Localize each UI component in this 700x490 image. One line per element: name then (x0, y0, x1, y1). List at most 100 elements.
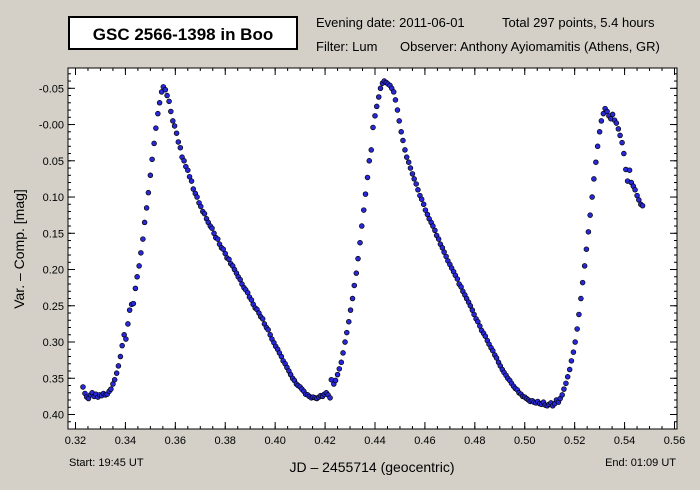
data-point (153, 125, 159, 131)
data-point (181, 158, 187, 164)
y-tick-label: -0.00 (39, 120, 64, 132)
end-time: End: 01:09 UT (605, 457, 676, 469)
data-point (420, 201, 427, 208)
x-tick-label: 0.54 (614, 435, 635, 447)
data-point (394, 107, 401, 113)
data-point (617, 132, 623, 139)
data-point (402, 147, 408, 153)
data-point (151, 140, 157, 147)
x-tick-label: 0.56 (664, 435, 685, 447)
data-point (413, 181, 419, 187)
data-point (357, 239, 363, 246)
data-point (361, 207, 367, 213)
data-point (559, 392, 565, 398)
data-point (564, 374, 571, 380)
data-point (368, 147, 375, 153)
data-point (454, 276, 461, 282)
data-point (186, 173, 193, 180)
data-point (141, 219, 148, 226)
data-point (111, 376, 118, 383)
data-point (566, 366, 573, 373)
data-point (362, 191, 369, 197)
observer: Observer: Anthony Ayiomamitis (Athens, G… (400, 39, 660, 54)
data-point (134, 274, 140, 280)
y-tick-label: 0.20 (43, 265, 64, 277)
data-point (170, 118, 176, 124)
data-point (338, 359, 345, 366)
data-point (482, 333, 489, 339)
y-tick-label: 0.30 (43, 337, 64, 349)
data-point (407, 165, 414, 171)
data-point (375, 94, 382, 100)
data-point (613, 120, 620, 126)
data-point (579, 279, 586, 286)
data-point (342, 339, 348, 345)
data-point (373, 103, 380, 110)
data-point (400, 137, 406, 144)
data-point (576, 311, 582, 318)
data-point (265, 326, 271, 333)
data-point (561, 386, 567, 392)
data-point (411, 176, 417, 182)
data-point (259, 316, 266, 322)
data-point (398, 129, 404, 135)
data-point (475, 318, 481, 325)
data-point (115, 363, 122, 369)
data-point (353, 270, 360, 276)
data-point (125, 321, 131, 327)
data-point (621, 150, 627, 157)
data-point (591, 176, 597, 182)
data-point (173, 130, 180, 136)
y-tick-label: 0.40 (43, 410, 64, 422)
data-point (215, 236, 221, 242)
data-point (619, 139, 625, 146)
y-tick-label: 0.05 (43, 156, 64, 168)
data-point (598, 118, 605, 124)
data-point (639, 202, 646, 209)
data-point (119, 342, 125, 349)
x-tick-label: 0.36 (165, 435, 186, 447)
data-point (594, 143, 601, 150)
filter: Filter: Lum (316, 39, 377, 54)
data-point (574, 326, 580, 332)
data-point (113, 370, 120, 376)
data-point (171, 123, 178, 129)
data-point (143, 205, 150, 211)
start-time: Start: 19:45 UT (69, 457, 144, 469)
data-point (175, 139, 182, 145)
x-tick-labels: 0.32 0.34 0.36 0.38 0.40 0.42 0.44 0.46 0.48 0.50… (65, 435, 685, 447)
axis-ticks (68, 68, 677, 430)
data-point (563, 380, 569, 387)
data-point (126, 307, 133, 313)
data-point (155, 110, 161, 117)
data-point (578, 295, 584, 302)
data-point (168, 108, 174, 115)
data-point (396, 118, 402, 124)
data-point (140, 236, 146, 242)
x-tick-label: 0.52 (564, 435, 585, 447)
data-point (145, 189, 152, 196)
data-point (632, 187, 638, 193)
data-point (332, 377, 339, 384)
data-point (177, 144, 184, 151)
data-point (349, 295, 356, 302)
data-point (149, 156, 155, 163)
data-point (156, 100, 163, 106)
data-point (432, 227, 438, 234)
data-point (359, 223, 365, 229)
data-point (366, 158, 373, 164)
data-point (409, 171, 416, 177)
data-point (403, 154, 410, 160)
data-point (132, 285, 139, 292)
y-tick-label: -0.05 (39, 83, 64, 95)
data-point (585, 229, 592, 235)
data-point (130, 300, 137, 307)
x-tick-label: 0.32 (65, 435, 86, 447)
data-point (136, 263, 142, 269)
data-point (636, 197, 642, 203)
y-tick-label: 0.15 (43, 228, 64, 240)
data-point (377, 85, 384, 92)
y-tick-labels: -0.05 -0.00 0.05 0.10 0.15 0.20 0.25 0.30 0.35 0.… (39, 83, 64, 421)
data-point (405, 159, 412, 165)
data-point (589, 194, 595, 200)
